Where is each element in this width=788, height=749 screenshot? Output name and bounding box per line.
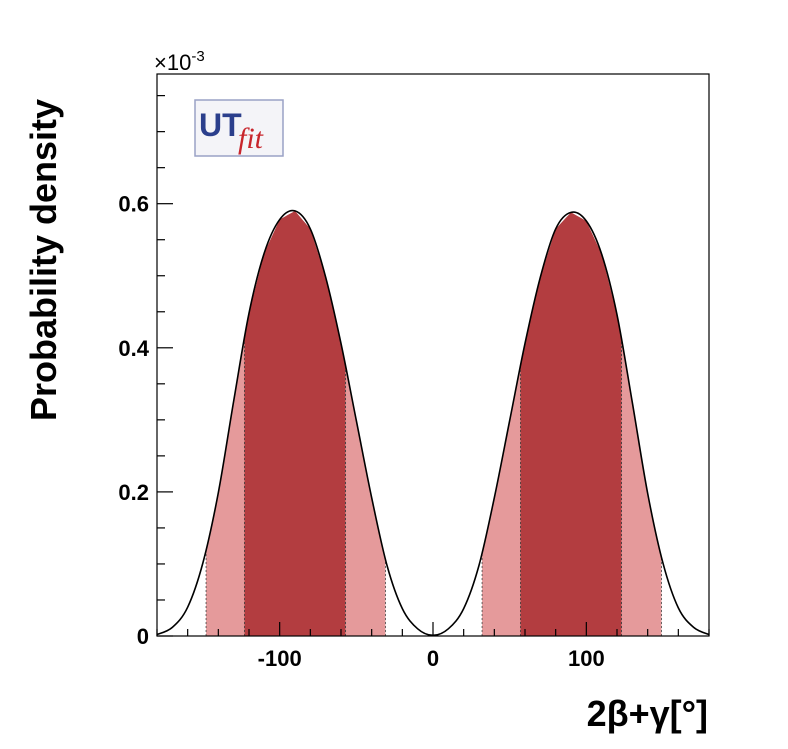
y-tick-label: 0.2 [118,480,149,505]
credible-region-4 [482,366,521,636]
x-tick-label: -100 [258,646,302,671]
credible-region-2 [244,210,346,636]
svg-text:fit: fit [238,122,264,155]
svg-text:UT: UT [199,107,242,143]
credible-regions [205,210,662,637]
credible-region-3 [345,366,386,636]
x-tick-label: 0 [427,646,439,671]
credible-region-5 [520,212,622,637]
utfit-logo: UT fit [194,99,284,157]
y-tick-label: 0.6 [118,192,149,217]
tick-labels: -100 0 100 0 0.2 0.4 0.6 [118,192,604,671]
y-axis-title: Probability density [23,99,64,421]
y-tick-label: 0 [137,624,149,649]
axis-ticks [156,95,710,637]
credible-region-6 [621,341,662,636]
credible-region-1 [206,339,245,636]
x-axis-title: 2β+γ[°] [587,693,708,734]
x-tick-label: 100 [568,646,605,671]
y-tick-label: 0.4 [118,336,149,361]
y-exponent-label: ×10-3 [154,48,205,75]
